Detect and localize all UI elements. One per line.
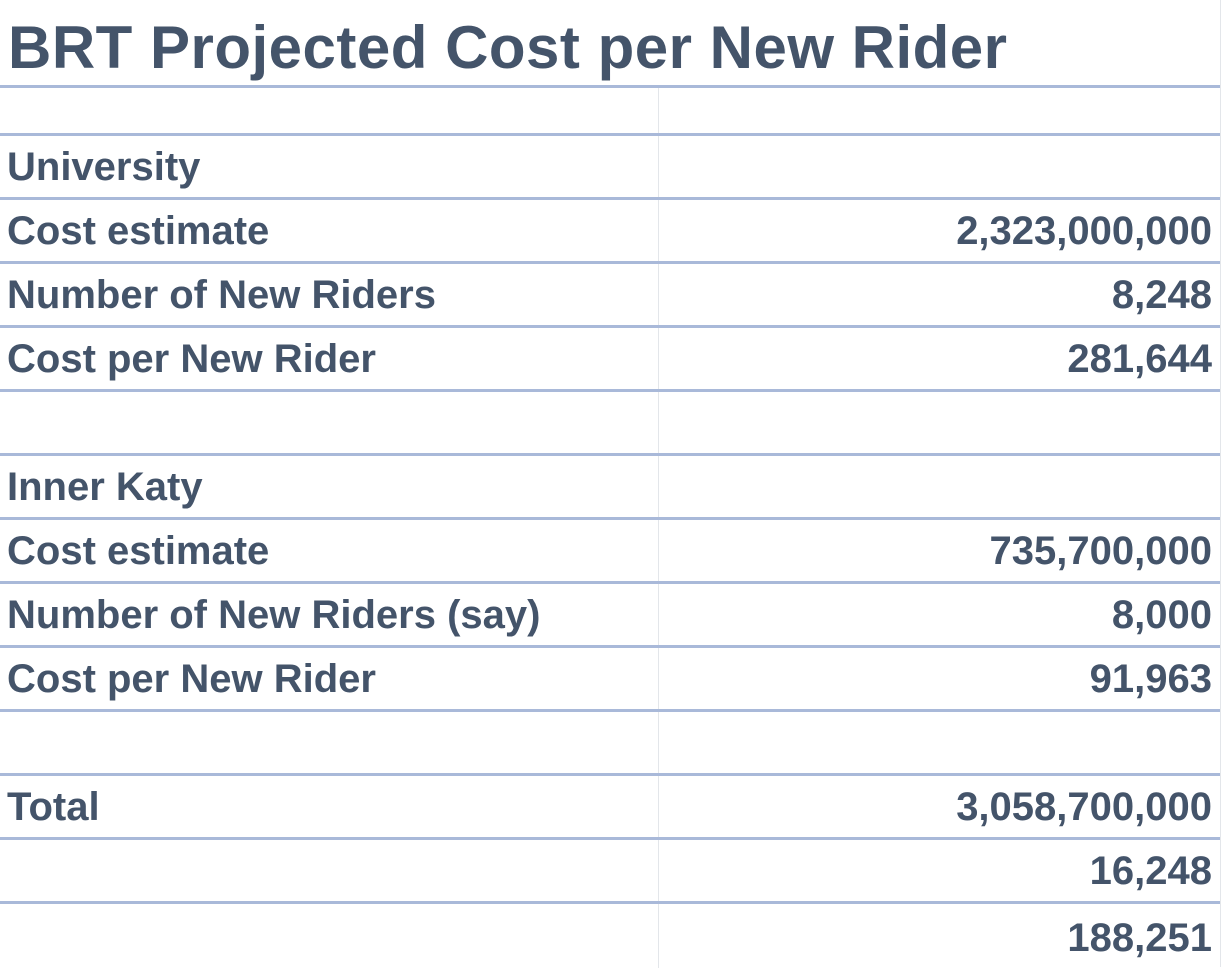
row-label[interactable]: Number of New Riders (say) [7, 593, 541, 637]
column-divider [658, 904, 659, 968]
total-cost-value[interactable]: 3,058,700,000 [956, 785, 1212, 829]
row-label[interactable]: Cost estimate [7, 209, 270, 253]
total-riders-value[interactable]: 16,248 [1089, 849, 1212, 893]
table-row[interactable]: 16,248 [0, 840, 1221, 904]
row-label[interactable]: Number of New Riders [7, 273, 436, 317]
row-value[interactable]: 91,963 [1089, 657, 1212, 701]
sheet-title: BRT Projected Cost per New Rider [8, 14, 1008, 81]
table-row[interactable]: Total 3,058,700,000 [0, 776, 1221, 840]
column-divider [658, 200, 659, 261]
table-row[interactable]: 188,251 [0, 904, 1221, 968]
table-row[interactable]: University [0, 136, 1221, 200]
row-value[interactable]: 281,644 [1067, 337, 1212, 381]
row-value[interactable]: 8,000 [1111, 593, 1212, 637]
section-heading-inner-katy[interactable]: Inner Katy [7, 465, 203, 509]
column-divider [658, 840, 659, 901]
row-label[interactable]: Cost estimate [7, 529, 270, 573]
column-divider [658, 520, 659, 581]
column-divider [658, 712, 659, 773]
table-row[interactable]: Number of New Riders 8,248 [0, 264, 1221, 328]
column-divider [658, 456, 659, 517]
column-divider [658, 136, 659, 197]
table-row[interactable] [0, 392, 1221, 456]
column-divider [658, 88, 659, 133]
column-divider [658, 264, 659, 325]
row-label[interactable]: Cost per New Rider [7, 337, 376, 381]
table-row[interactable]: Cost estimate 2,323,000,000 [0, 200, 1221, 264]
table-row[interactable] [0, 712, 1221, 776]
row-label[interactable]: Cost per New Rider [7, 657, 376, 701]
table-body: University Cost estimate 2,323,000,000 N… [0, 88, 1221, 968]
column-divider [658, 584, 659, 645]
table-row[interactable] [0, 88, 1221, 136]
column-divider [658, 648, 659, 709]
total-cost-per-rider-value[interactable]: 188,251 [1067, 916, 1212, 960]
column-divider [658, 776, 659, 837]
section-heading-university[interactable]: University [7, 145, 201, 189]
table-row[interactable]: Inner Katy [0, 456, 1221, 520]
column-divider [658, 328, 659, 389]
row-value[interactable]: 735,700,000 [989, 529, 1212, 573]
table-row[interactable]: Cost per New Rider 91,963 [0, 648, 1221, 712]
table-row[interactable]: Number of New Riders (say) 8,000 [0, 584, 1221, 648]
total-label[interactable]: Total [7, 785, 100, 829]
row-value[interactable]: 2,323,000,000 [956, 209, 1212, 253]
table-row[interactable]: Cost per New Rider 281,644 [0, 328, 1221, 392]
table-row[interactable]: Cost estimate 735,700,000 [0, 520, 1221, 584]
column-divider [658, 392, 659, 453]
row-value[interactable]: 8,248 [1111, 273, 1212, 317]
title-row[interactable]: BRT Projected Cost per New Rider [0, 0, 1221, 88]
